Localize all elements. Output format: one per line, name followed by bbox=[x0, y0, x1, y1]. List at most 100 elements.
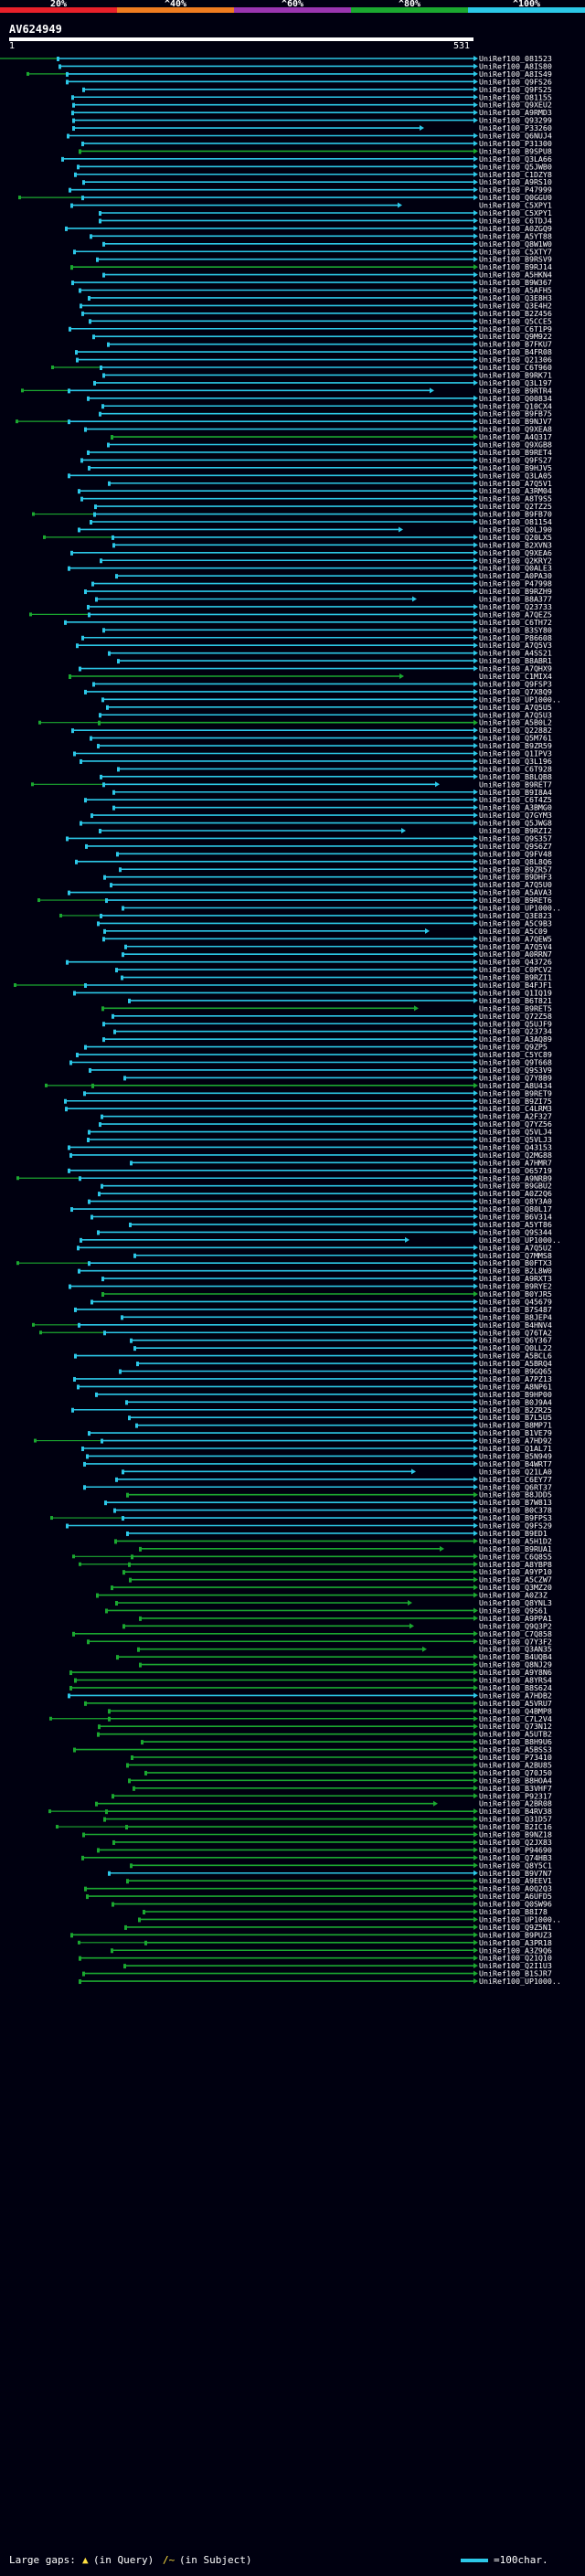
hit-label[interactable]: UniRef100_A0ZGQ9 bbox=[479, 224, 552, 233]
hit-label[interactable]: UniRef100_B9ZR59 bbox=[479, 741, 552, 750]
hit-label[interactable]: UniRef100_Q5VLJ3 bbox=[479, 1135, 552, 1144]
hit-label[interactable]: UniRef100_B9NZ18 bbox=[479, 1830, 552, 1839]
hit-label[interactable]: UniRef100_Q5JWB0 bbox=[479, 162, 552, 171]
hit-label[interactable]: UniRef100_Q6NUJ4 bbox=[479, 132, 552, 141]
hit-label[interactable]: UniRef100_B8MP71 bbox=[479, 1421, 552, 1430]
hit-label[interactable]: UniRef100_A7Q5U0 bbox=[479, 880, 552, 889]
hit-label[interactable]: UniRef100_A7QEW5 bbox=[479, 934, 552, 943]
hit-label[interactable]: UniRef100_Q72Z58 bbox=[479, 1012, 552, 1021]
hit-label[interactable]: UniRef100_B4FJF1 bbox=[479, 981, 552, 990]
hit-label[interactable]: UniRef100_A9PPA1 bbox=[479, 1614, 552, 1623]
hit-label[interactable]: UniRef100_C6T960 bbox=[479, 363, 552, 372]
hit-label[interactable]: UniRef100_A4Q317 bbox=[479, 432, 552, 441]
hit-label[interactable]: UniRef100_Q2TZ25 bbox=[479, 502, 552, 511]
hit-label[interactable]: UniRef100_A9EEV1 bbox=[479, 1876, 552, 1885]
hit-label[interactable]: UniRef100_A9RS10 bbox=[479, 177, 552, 186]
hit-label[interactable]: UniRef100_A7QEZ5 bbox=[479, 610, 552, 619]
hit-label[interactable]: UniRef100_B9FB75 bbox=[479, 409, 552, 419]
hit-label[interactable]: UniRef100_A3BMG0 bbox=[479, 803, 552, 812]
hit-label[interactable]: UniRef100_A3RM04 bbox=[479, 486, 552, 495]
hit-label[interactable]: UniRef100_UP1000.. bbox=[479, 904, 561, 913]
hit-label[interactable]: UniRef100_P47999 bbox=[479, 186, 552, 195]
hit-label[interactable]: UniRef100_A5H1D2 bbox=[479, 1536, 552, 1545]
hit-label[interactable]: UniRef100_UP1000.. bbox=[479, 1914, 561, 1924]
hit-label[interactable]: UniRef100_B4FR08 bbox=[479, 347, 552, 356]
hit-label[interactable]: UniRef100_B5N949 bbox=[479, 1451, 552, 1460]
hit-label[interactable]: UniRef100_A7QHX9 bbox=[479, 664, 552, 673]
hit-label[interactable]: UniRef100_Q9S344 bbox=[479, 1227, 552, 1236]
hit-label[interactable]: UniRef100_B9ZR57 bbox=[479, 864, 552, 874]
hit-label[interactable]: UniRef100_A0Z2Q6 bbox=[479, 1189, 552, 1198]
hit-label[interactable]: UniRef100_A7Q5V4 bbox=[479, 942, 552, 951]
hit-label[interactable]: UniRef100_A5BSS3 bbox=[479, 1745, 552, 1754]
hit-label[interactable]: UniRef100_A5AVA3 bbox=[479, 888, 552, 897]
hit-label[interactable]: UniRef100_P31300 bbox=[479, 139, 552, 148]
hit-label[interactable]: UniRef100_Q3E823 bbox=[479, 911, 552, 920]
hit-label[interactable]: UniRef100_B0C378 bbox=[479, 1506, 552, 1515]
hit-label[interactable]: UniRef100_A0RRN7 bbox=[479, 949, 552, 959]
hit-label[interactable]: UniRef100_B0FTX3 bbox=[479, 1258, 552, 1267]
hit-label[interactable]: UniRef100_B2XVN3 bbox=[479, 540, 552, 549]
hit-label[interactable]: UniRef100_B8A377 bbox=[479, 595, 552, 604]
hit-label[interactable]: UniRef100_Q43726 bbox=[479, 958, 552, 967]
hit-label[interactable]: UniRef100_C5YC89 bbox=[479, 1050, 552, 1059]
hit-label[interactable]: UniRef100_C6T4Z5 bbox=[479, 795, 552, 804]
hit-label[interactable]: UniRef100_Q9XEU2 bbox=[479, 101, 552, 110]
hit-label[interactable]: UniRef100_A8YBP8 bbox=[479, 1560, 552, 1569]
hit-label[interactable]: UniRef100_A5B0L2 bbox=[479, 718, 552, 727]
hit-label[interactable]: UniRef100_B4UQB4 bbox=[479, 1652, 552, 1661]
hit-label[interactable]: UniRef100_Q5M761 bbox=[479, 734, 552, 743]
hit-label[interactable]: UniRef100_B9DHF3 bbox=[479, 873, 552, 882]
hit-label[interactable]: UniRef100_Q8L8Q6 bbox=[479, 857, 552, 866]
hit-label[interactable]: UniRef100_A5CZW7 bbox=[479, 1575, 552, 1585]
hit-label[interactable]: UniRef100_A5BRQ4 bbox=[479, 1359, 552, 1368]
hit-label[interactable]: UniRef100_C6TDJ4 bbox=[479, 216, 552, 225]
hit-label[interactable]: UniRef100_B9RZI1 bbox=[479, 973, 552, 982]
hit-label[interactable]: UniRef100_A8IS80 bbox=[479, 61, 552, 70]
hit-label[interactable]: UniRef100_B9RET7 bbox=[479, 779, 552, 789]
hit-label[interactable]: UniRef100_Q0LL22 bbox=[479, 1343, 552, 1352]
hit-label[interactable]: UniRef100_B2L8W0 bbox=[479, 1267, 552, 1276]
hit-label[interactable]: UniRef100_B9ED1 bbox=[479, 1529, 548, 1538]
hit-label[interactable]: UniRef100_C4LRM3 bbox=[479, 1104, 552, 1113]
hit-label[interactable]: UniRef100_UP1000.. bbox=[479, 1977, 561, 1986]
hit-label[interactable]: UniRef100_Q7MMS8 bbox=[479, 1251, 552, 1260]
hit-label[interactable]: UniRef100_C6TH72 bbox=[479, 618, 552, 627]
hit-label[interactable]: UniRef100_A7HDB2 bbox=[479, 1691, 552, 1700]
hit-label[interactable]: UniRef100_A9Y8N6 bbox=[479, 1668, 552, 1677]
hit-label[interactable]: UniRef100_B8JDD5 bbox=[479, 1490, 552, 1500]
hit-label[interactable]: UniRef100_B8ABR1 bbox=[479, 656, 552, 665]
hit-label[interactable]: UniRef100_Q2MG88 bbox=[479, 1150, 552, 1160]
hit-label[interactable]: UniRef100_A3AQ89 bbox=[479, 1034, 552, 1044]
hit-label[interactable]: UniRef100_Q9S61 bbox=[479, 1606, 548, 1615]
hit-label[interactable]: UniRef100_C7L2V4 bbox=[479, 1714, 552, 1723]
hit-label[interactable]: UniRef100_Q9Z5N1 bbox=[479, 1923, 552, 1932]
hit-label[interactable]: UniRef100_C5XPY1 bbox=[479, 201, 552, 210]
hit-label[interactable]: UniRef100_B3VHF7 bbox=[479, 1784, 552, 1793]
hit-label[interactable]: UniRef100_B2ZR25 bbox=[479, 1405, 552, 1415]
hit-label[interactable]: UniRef100_Q9XEA6 bbox=[479, 548, 552, 557]
hit-label[interactable]: UniRef100_B2Z456 bbox=[479, 309, 552, 318]
hit-label[interactable]: UniRef100_C6EY77 bbox=[479, 1475, 552, 1484]
hit-label[interactable]: UniRef100_C5XPY1 bbox=[479, 208, 552, 217]
hit-label[interactable]: UniRef100_Q9FS26 bbox=[479, 77, 552, 86]
hit-label[interactable]: UniRef100_Q23733 bbox=[479, 602, 552, 611]
hit-label[interactable]: UniRef100_B9I8A4 bbox=[479, 788, 552, 797]
hit-label[interactable]: UniRef100_Q31D57 bbox=[479, 1815, 552, 1824]
hit-label[interactable]: UniRef100_Q21LA0 bbox=[479, 1467, 552, 1476]
hit-label[interactable]: UniRef100_UP1000.. bbox=[479, 694, 561, 704]
hit-label[interactable]: UniRef100_A7Q5V3 bbox=[479, 641, 552, 650]
hit-label[interactable]: UniRef100_C6T928 bbox=[479, 764, 552, 773]
hit-label[interactable]: UniRef100_A5BCL6 bbox=[479, 1352, 552, 1361]
hit-label[interactable]: UniRef100_Q3E4H2 bbox=[479, 301, 552, 310]
hit-label[interactable]: UniRef100_Q7GYM3 bbox=[479, 811, 552, 820]
hit-label[interactable]: UniRef100_A5YT88 bbox=[479, 231, 552, 240]
hit-label[interactable]: UniRef100_Q9FS29 bbox=[479, 1521, 552, 1531]
hit-label[interactable]: UniRef100_Q0LJ90 bbox=[479, 525, 552, 534]
hit-label[interactable]: UniRef100_C1DZY8 bbox=[479, 170, 552, 179]
hit-label[interactable]: UniRef100_B9RK71 bbox=[479, 370, 552, 379]
hit-label[interactable]: UniRef100_Q10CX4 bbox=[479, 401, 552, 410]
hit-label[interactable]: UniRef100_Q0GGU0 bbox=[479, 193, 552, 202]
hit-label[interactable]: UniRef100_C7Q858 bbox=[479, 1629, 552, 1638]
hit-label[interactable]: UniRef100_Q22882 bbox=[479, 726, 552, 735]
